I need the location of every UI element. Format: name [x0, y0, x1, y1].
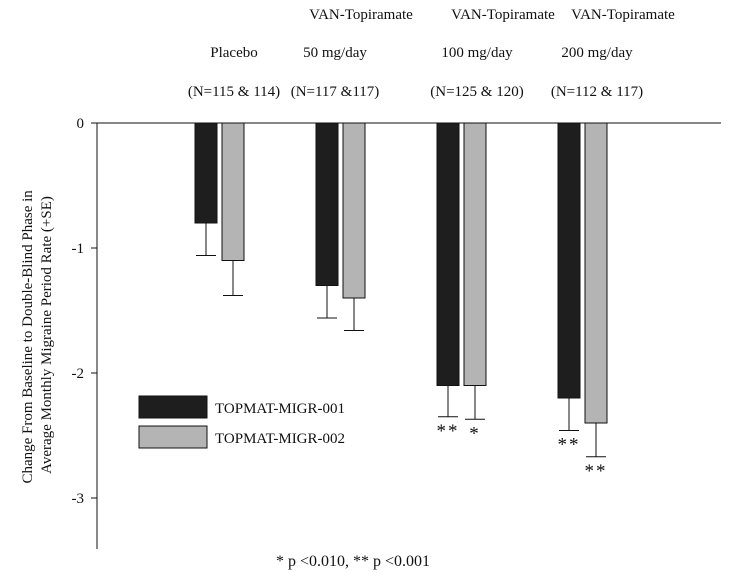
bar-1-3 — [436, 122, 460, 386]
group-header-2-line-1: VAN-Topiramate — [309, 7, 413, 23]
group-header-1-line-2: (N=115 & 114) — [188, 84, 280, 100]
bars: ******* — [194, 122, 608, 482]
bar-1-4 — [557, 122, 581, 399]
group-header-2-line-2: 50 mg/day — [303, 45, 367, 61]
y-tick-label: -3 — [72, 491, 85, 507]
bar-1-1 — [194, 122, 218, 224]
legend: TOPMAT-MIGR-001 TOPMAT-MIGR-002 — [138, 395, 345, 449]
significance-marker: * — [469, 423, 481, 444]
bar-1-2 — [315, 122, 339, 286]
group-header-4-line-3: (N=112 & 117) — [551, 84, 643, 100]
y-axis-label: Change From Baseline to Double-Blind Pha… — [20, 186, 55, 483]
footnote: * p <0.010, ** p <0.001 — [276, 553, 430, 570]
y-axis-ticks: 0 -1 -2 -3 — [72, 116, 97, 507]
group-header-3-line-1: VAN-Topiramate — [451, 7, 555, 23]
bar-2-4 — [584, 122, 608, 424]
group-header-4-line-1: VAN-Topiramate — [571, 7, 675, 23]
y-tick-label: -2 — [72, 366, 85, 382]
legend-label-1: TOPMAT-MIGR-001 — [215, 401, 345, 417]
significance-marker: ** — [585, 461, 608, 482]
bar-2-3 — [463, 122, 487, 386]
y-tick-label: 0 — [77, 116, 85, 132]
significance-marker: ** — [437, 421, 460, 442]
group-header-4-line-2: 200 mg/day — [561, 45, 633, 61]
significance-marker: ** — [558, 435, 581, 456]
legend-label-2: TOPMAT-MIGR-002 — [215, 431, 345, 447]
group-header-3-line-2: 100 mg/day — [441, 45, 513, 61]
legend-swatch-2 — [138, 425, 208, 449]
y-tick-label: -1 — [72, 241, 85, 257]
bar-2-2 — [342, 122, 366, 299]
y-axis-label-line-1: Change From Baseline to Double-Blind Pha… — [20, 190, 36, 484]
group-header-3-line-3: (N=125 & 120) — [430, 84, 523, 100]
group-headers: Placebo (N=115 & 114) VAN-Topiramate 50 mg/… — [188, 7, 675, 100]
legend-swatch-1 — [138, 395, 208, 419]
bar-2-1 — [221, 122, 245, 261]
group-header-2-line-3: (N=117 &117) — [291, 84, 380, 100]
group-header-1-line-1: Placebo — [210, 45, 257, 61]
y-axis-label-line-2: Average Monthly Migraine Period Rate (+S… — [39, 196, 55, 474]
